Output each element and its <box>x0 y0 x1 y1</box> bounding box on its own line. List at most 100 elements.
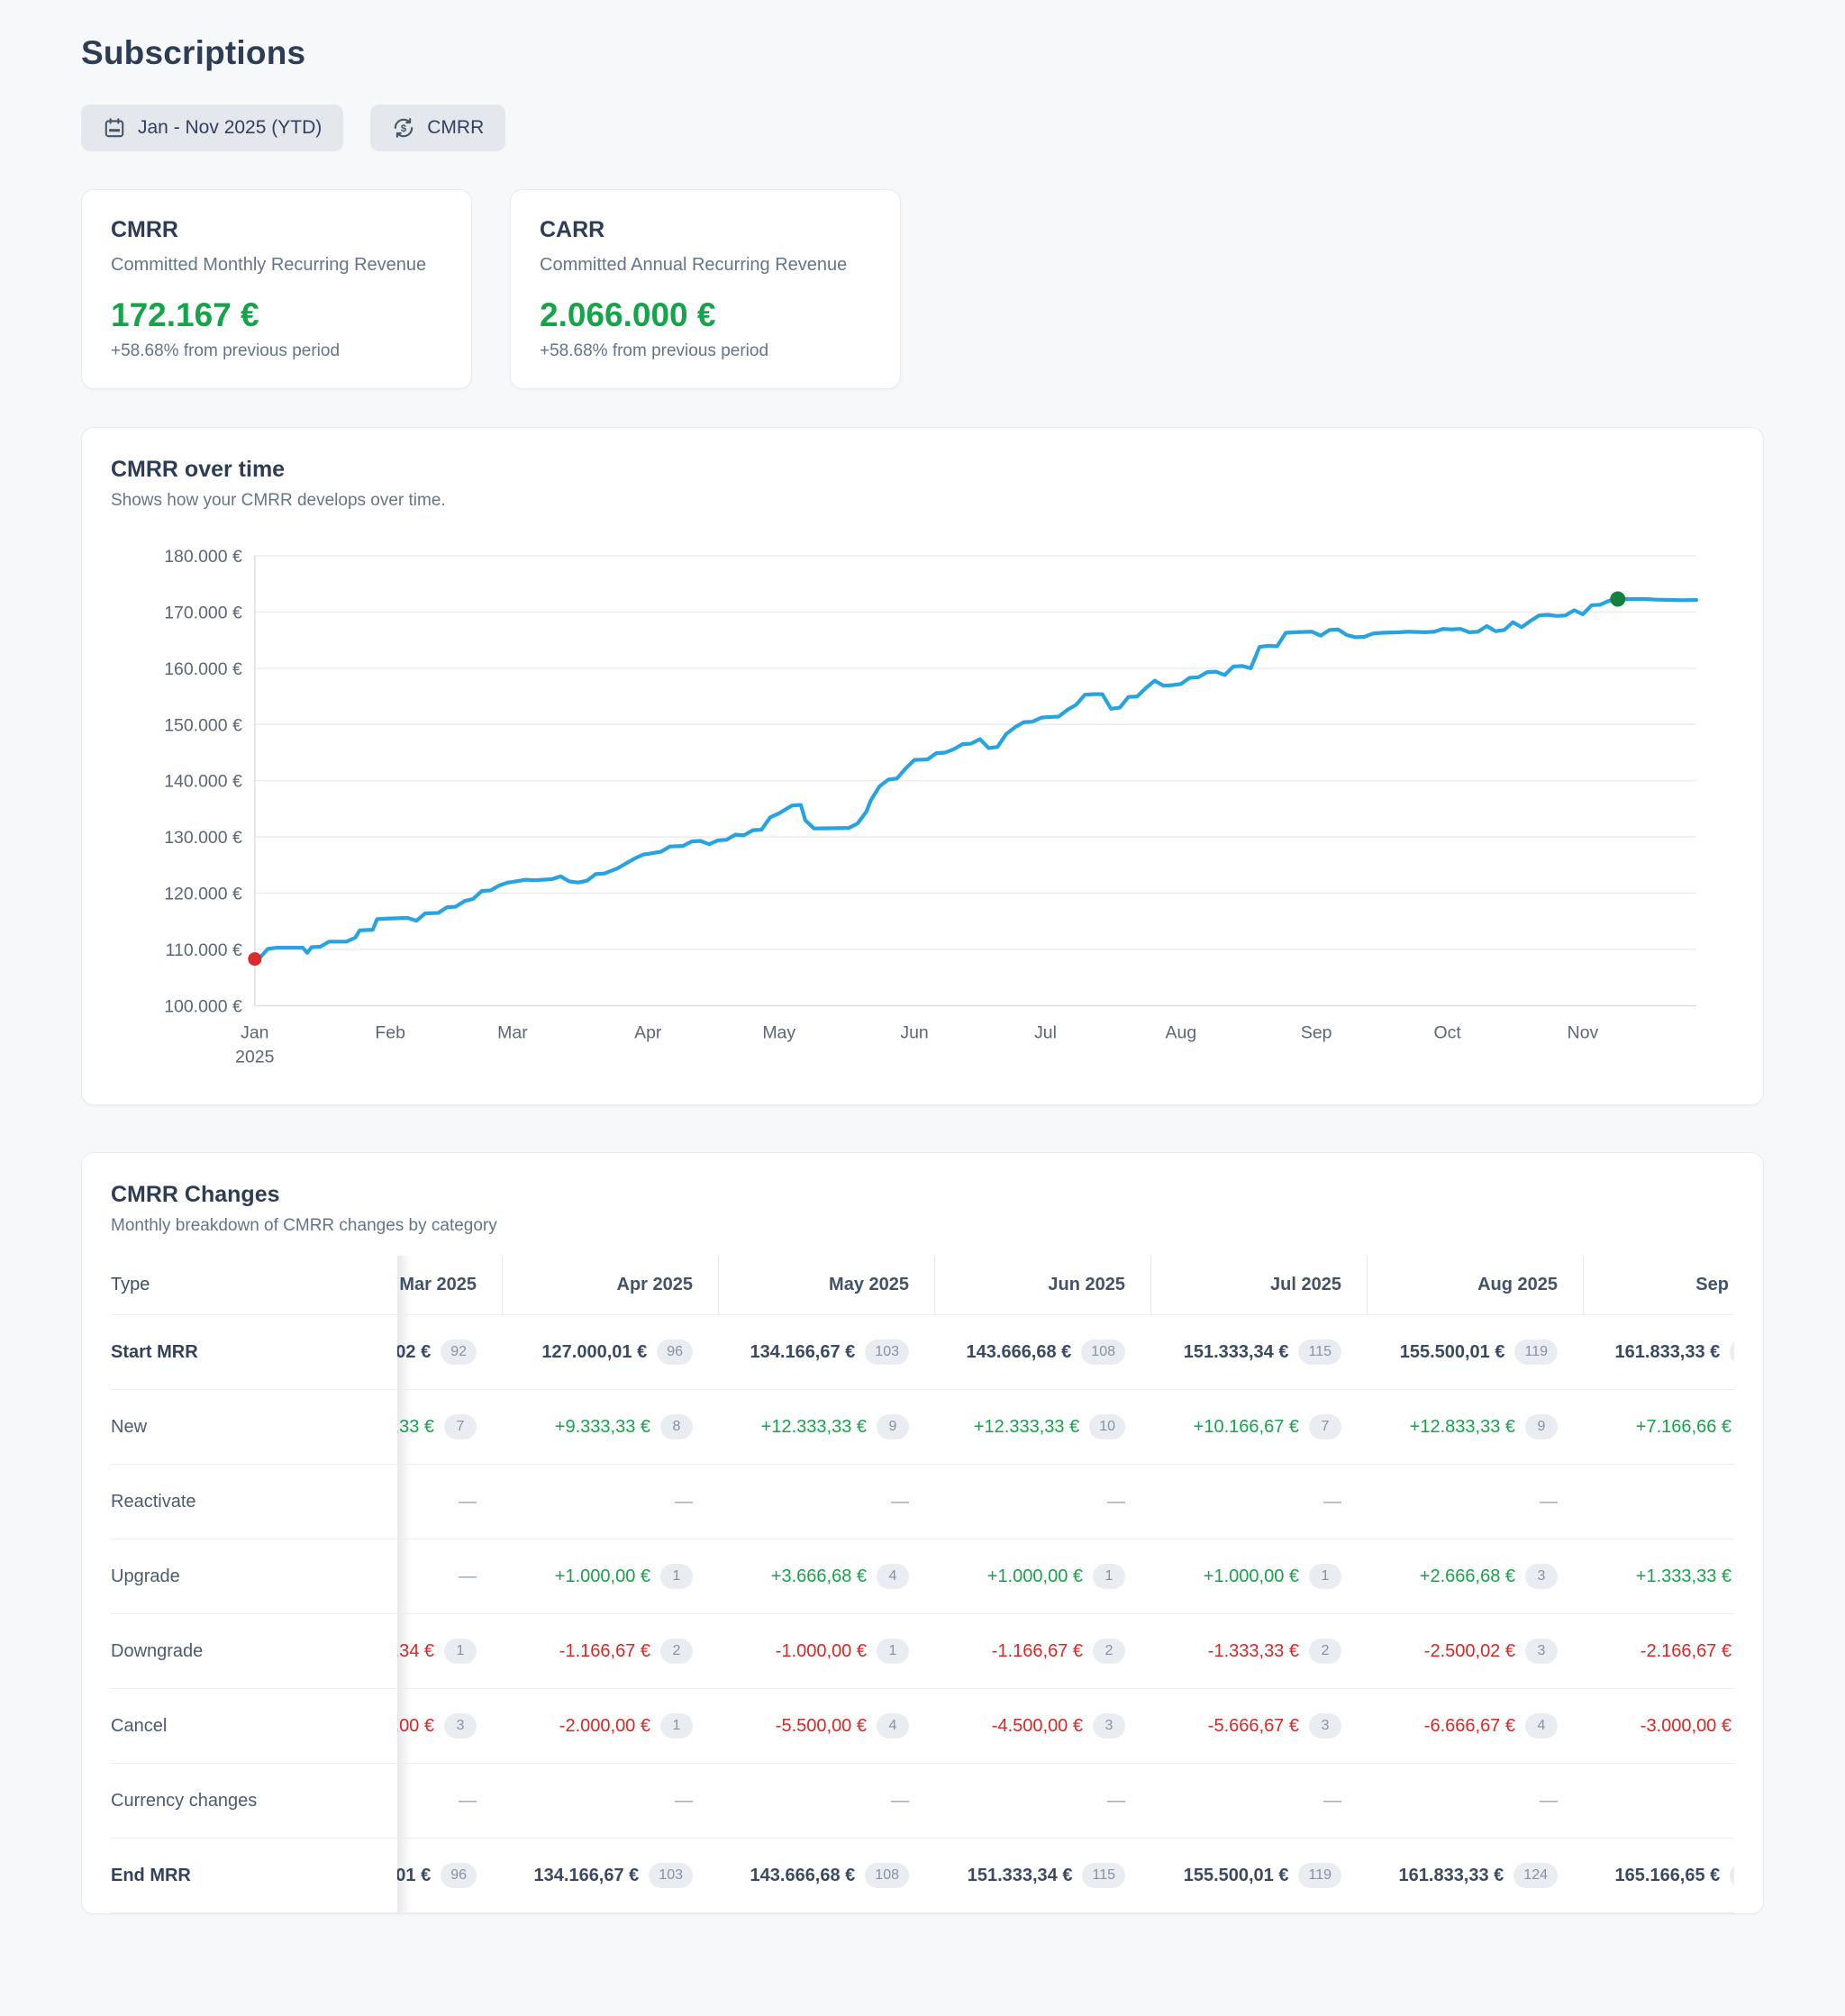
cell-count-badge: 3 <box>1525 1639 1558 1665</box>
month-cell: -6.666,67 € 4 <box>1367 1689 1583 1763</box>
cmrr-changes-table[interactable]: Type Mar 2025 Apr 2025 May 2025 Jun 2025 Jul … <box>111 1256 1734 1914</box>
table-row: Downgrade-833,34 € 1 -1.166,67 € 2 -1.000,00… <box>111 1614 1734 1690</box>
month-cell: +8.333,33 € 7 <box>397 1390 502 1464</box>
empty-cell-dash: — <box>675 1790 693 1811</box>
cell-count-badge: 124 <box>1513 1863 1558 1889</box>
stat-card-carr: CARR Committed Annual Recurring Revenue … <box>510 189 901 389</box>
table-title: CMRR Changes <box>111 1182 280 1208</box>
cell-value: 134.166,67 € <box>750 1341 856 1362</box>
stat-title: CARR <box>540 217 605 242</box>
stat-value: 172.167 € <box>111 296 259 333</box>
empty-cell-dash: — <box>891 1790 909 1811</box>
series-end-marker <box>1610 591 1626 607</box>
month-cell: -833,34 € 1 <box>397 1614 502 1688</box>
month-cell: -1.166,67 € 2 <box>502 1614 718 1688</box>
y-axis-tick-label: 100.000 € <box>164 996 242 1016</box>
metric-label: CMRR <box>427 117 485 138</box>
row-type-label: Upgrade <box>111 1539 397 1614</box>
cell-value: 127.000,01 € <box>541 1341 648 1362</box>
cell-count-badge: 3 <box>1093 1713 1125 1739</box>
month-cell: 161.833,33 € 124 <box>1367 1839 1583 1912</box>
cell-count-badge: 3 <box>1309 1713 1341 1739</box>
cell-value: +1.000,00 € <box>1203 1566 1299 1586</box>
cell-value: 143.666,68 € <box>750 1865 856 1885</box>
month-cell: +1.000,00 € 1 <box>1150 1539 1367 1613</box>
months-scroll-viewport: -833,34 € 1 -1.166,67 € 2 -1.000,00 € 1 -1.166… <box>397 1614 1734 1689</box>
cell-value: 155.500,01 € <box>1399 1341 1505 1362</box>
table-row: Currency changes — — — — — — — <box>111 1764 1734 1839</box>
cell-value: -1.166,67 € <box>559 1640 650 1661</box>
empty-cell-dash: — <box>1107 1491 1125 1512</box>
month-cell: 134.166,67 € 103 <box>502 1839 718 1912</box>
cell-value: +12.333,33 € <box>973 1416 1080 1437</box>
series-start-marker <box>248 952 262 967</box>
month-cell: — <box>1367 1764 1583 1838</box>
month-cell: +1.333,33 €2 <box>1583 1539 1734 1613</box>
date-range-button[interactable]: Jan - Nov 2025 (YTD) <box>81 104 344 151</box>
cell-count-badge: 92 <box>441 1339 477 1366</box>
month-column-header: Apr 2025 <box>502 1256 718 1315</box>
cell-value: +1.000,00 € <box>986 1566 1083 1586</box>
cell-value: +12.333,33 € <box>760 1416 867 1437</box>
calendar-icon <box>103 116 126 140</box>
row-type-label: New <box>111 1390 397 1465</box>
month-cell: — <box>1367 1465 1583 1539</box>
cell-count-badge: 96 <box>441 1863 477 1889</box>
months-scroll-viewport: +8.333,33 €7+9.333,33 €8+12.333,33 €9+12… <box>397 1390 1734 1465</box>
month-cell: — <box>502 1465 718 1539</box>
month-cell: +10.166,67 € 7 <box>1150 1390 1367 1464</box>
row-type-label: End MRR <box>111 1839 397 1913</box>
x-axis-tick-label: Aug <box>1166 1022 1197 1042</box>
stats-row: CMRR Committed Monthly Recurring Revenue… <box>81 189 1764 389</box>
filter-bar: Jan - Nov 2025 (YTD) $ CMRR <box>81 104 1764 151</box>
cell-value: -6.666,67 € <box>1423 1715 1515 1736</box>
stat-value: 2.066.000 € <box>540 296 716 333</box>
cmrr-changes-panel: CMRR Changes Monthly breakdown of CMRR c… <box>81 1152 1764 1915</box>
stat-change: +58.68% from previous period <box>540 341 769 360</box>
date-range-label: Jan - Nov 2025 (YTD) <box>138 117 323 138</box>
cell-count-badge: 3 <box>444 1713 477 1739</box>
empty-cell-dash: — <box>891 1491 909 1512</box>
cell-count-badge: 1 <box>1309 1564 1341 1590</box>
x-axis-tick-label: Apr <box>634 1022 662 1042</box>
y-axis-tick-label: 110.000 € <box>166 940 242 960</box>
cell-count-badge: 3 <box>1525 1564 1558 1590</box>
cell-count-badge: 7 <box>1309 1414 1341 1440</box>
type-column-header: Type <box>111 1256 397 1315</box>
month-cell: -1.000,00 € 1 <box>718 1614 934 1688</box>
empty-cell-dash: — <box>459 1566 477 1586</box>
row-type-label: Currency changes <box>111 1764 397 1839</box>
month-cell: — <box>502 1764 718 1838</box>
month-cell: -1.166,67 € 2 <box>934 1614 1150 1688</box>
month-cell: -2.500,00 € 3 <box>397 1689 502 1763</box>
row-type-label: Reactivate <box>111 1465 397 1539</box>
cell-count-badge: 1 <box>1093 1564 1125 1590</box>
table-row: End MRR127.000,01 € 96 134.166,67 € 103 143.… <box>111 1839 1734 1914</box>
cell-value: +9.333,33 € <box>554 1416 650 1437</box>
cell-count-badge: 119 <box>1298 1863 1341 1889</box>
x-axis-tick-label: Jan <box>241 1022 268 1042</box>
month-cell: 127.000,01 € 96 <box>397 1839 502 1912</box>
cell-count-badge: 96 <box>657 1339 693 1366</box>
cell-count-badge: 2 <box>660 1639 693 1665</box>
cell-count-badge: 108 <box>865 1863 909 1889</box>
month-cell: +3.666,68 € 4 <box>718 1539 934 1613</box>
cell-value: 127.000,01 € <box>397 1865 432 1885</box>
cell-value: +7.166,66 € <box>1635 1416 1731 1437</box>
cmrr-series-line <box>252 596 1699 961</box>
month-cell: — <box>1150 1764 1367 1838</box>
cell-value: -1.000,00 € <box>775 1640 867 1661</box>
cell-value: -2.500,02 € <box>1423 1640 1515 1661</box>
empty-cell-dash: — <box>1107 1790 1125 1811</box>
cell-value: 122.000,02 € <box>397 1341 432 1362</box>
table-row: Cancel-2.500,00 € 3 -2.000,00 € 1 -5.500,00 … <box>111 1689 1734 1765</box>
month-cell: — <box>397 1764 502 1838</box>
cell-count-badge: 2 <box>1093 1639 1125 1665</box>
month-cell: 134.166,67 € 103 <box>718 1315 934 1389</box>
row-type-label: Cancel <box>111 1689 397 1764</box>
page-title: Subscriptions <box>81 34 306 71</box>
month-cell: +12.833,33 € 9 <box>1367 1390 1583 1464</box>
y-axis-tick-label: 140.000 € <box>164 772 242 792</box>
y-axis-tick-label: 180.000 € <box>164 547 242 567</box>
metric-button[interactable]: $ CMRR <box>370 104 506 151</box>
